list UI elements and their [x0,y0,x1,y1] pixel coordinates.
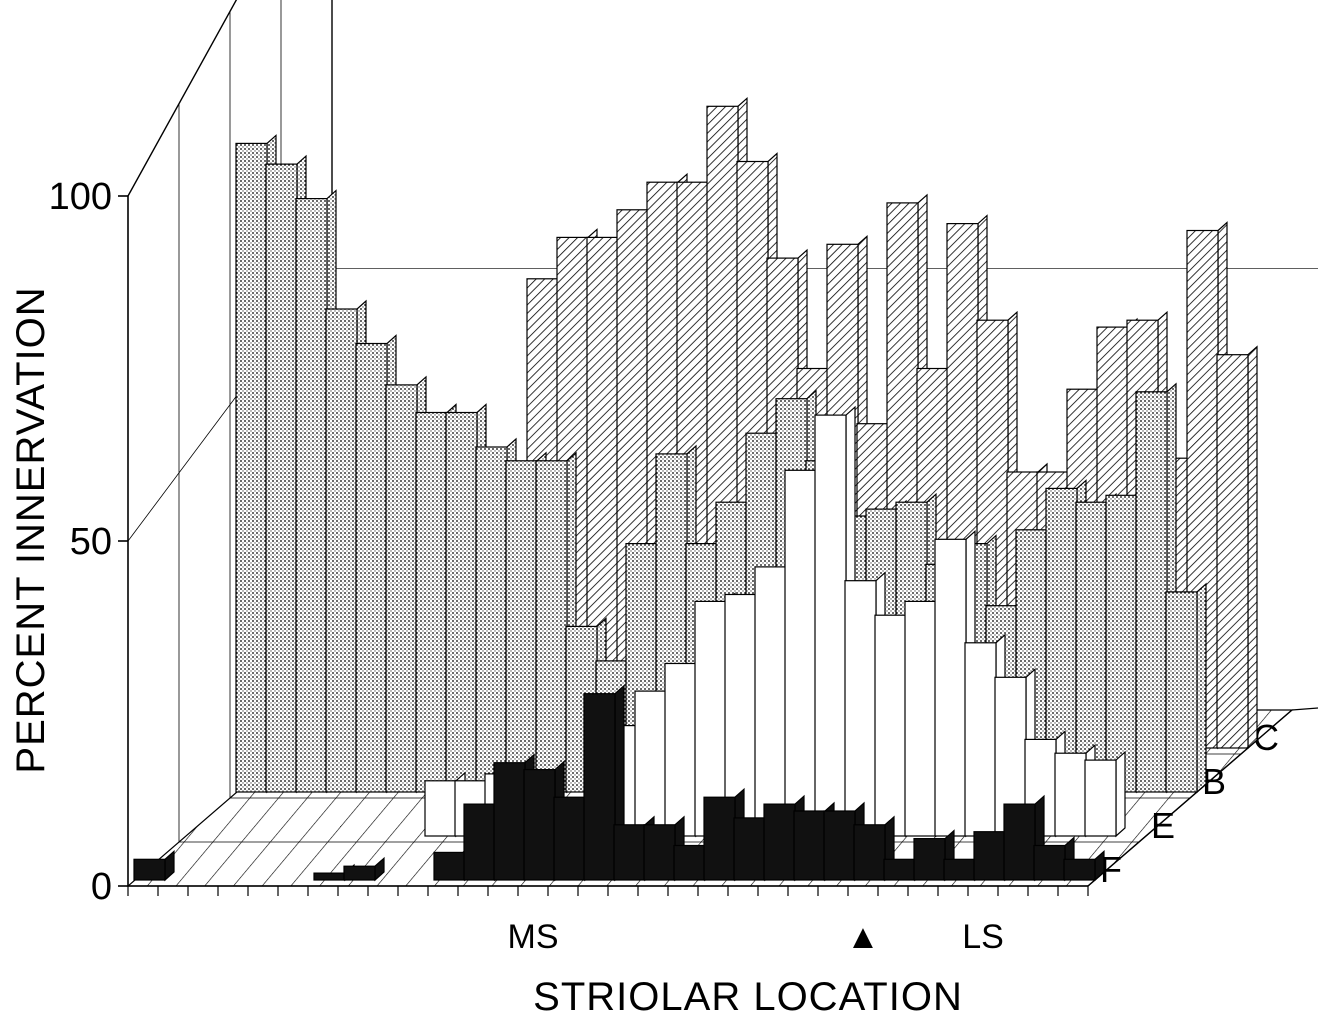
bar [634,690,667,837]
bar [415,411,448,793]
bar [583,693,616,881]
y-tick-label: 0 [91,866,112,908]
bar [934,538,967,837]
bar [703,796,736,881]
bar [1084,759,1117,837]
bar [295,198,328,793]
bar [1216,354,1249,749]
bar [1003,803,1036,881]
bar [913,837,946,881]
bar [265,163,298,793]
y-tick-label: 50 [70,521,112,563]
bar [1105,494,1138,793]
bar [754,566,787,837]
bar [904,600,937,837]
x-marker-label: LS [962,918,1004,956]
bar [643,824,676,881]
bar [445,411,478,793]
bar [853,824,886,881]
bar [1063,858,1096,881]
bar-side [1196,582,1207,794]
bar [973,831,1006,881]
bar [493,762,526,881]
x-marker-label: ▲ [846,918,880,956]
bar [733,817,766,881]
bar [133,858,166,881]
bar [793,810,826,881]
bar [463,803,496,881]
series-F [133,684,1105,882]
bar [235,142,268,793]
bar [814,414,847,837]
y-tick-label: 100 [49,176,112,218]
bar [475,446,508,793]
bar [355,342,388,793]
back-wall-bottom-edge [1291,707,1318,711]
series-label-E: E [1151,805,1175,846]
bar [823,810,856,881]
bar [385,384,418,793]
bar [1075,501,1108,793]
bar [343,865,376,881]
bar [943,858,976,881]
bar-side [1115,750,1126,838]
x-axis-title: STRIOLAR LOCATION [533,975,963,1018]
bar [883,858,916,881]
bar [664,662,697,837]
bar [964,642,997,837]
x-marker-label: MS [508,918,559,956]
bar [553,796,586,881]
axis-labels: STRIOLAR LOCATION PERCENT INNERVATION [9,286,963,1018]
bar [313,872,346,881]
bar [1135,391,1168,793]
bar-side [1247,345,1258,750]
bar [784,469,817,837]
bar [1165,591,1198,793]
bar [673,844,706,881]
bar [535,460,568,793]
series-label-F: F [1100,849,1122,890]
y-axis-title: PERCENT INNERVATION [9,286,53,773]
bar [505,460,538,793]
bar [1033,844,1066,881]
bar [844,580,877,837]
bar-marks [133,96,1258,882]
bar [874,614,907,837]
bar [424,780,457,837]
bar [523,768,556,881]
bar [613,824,646,881]
bar [433,851,466,881]
bar [763,803,796,881]
bar [325,308,358,793]
bar [1054,752,1087,837]
